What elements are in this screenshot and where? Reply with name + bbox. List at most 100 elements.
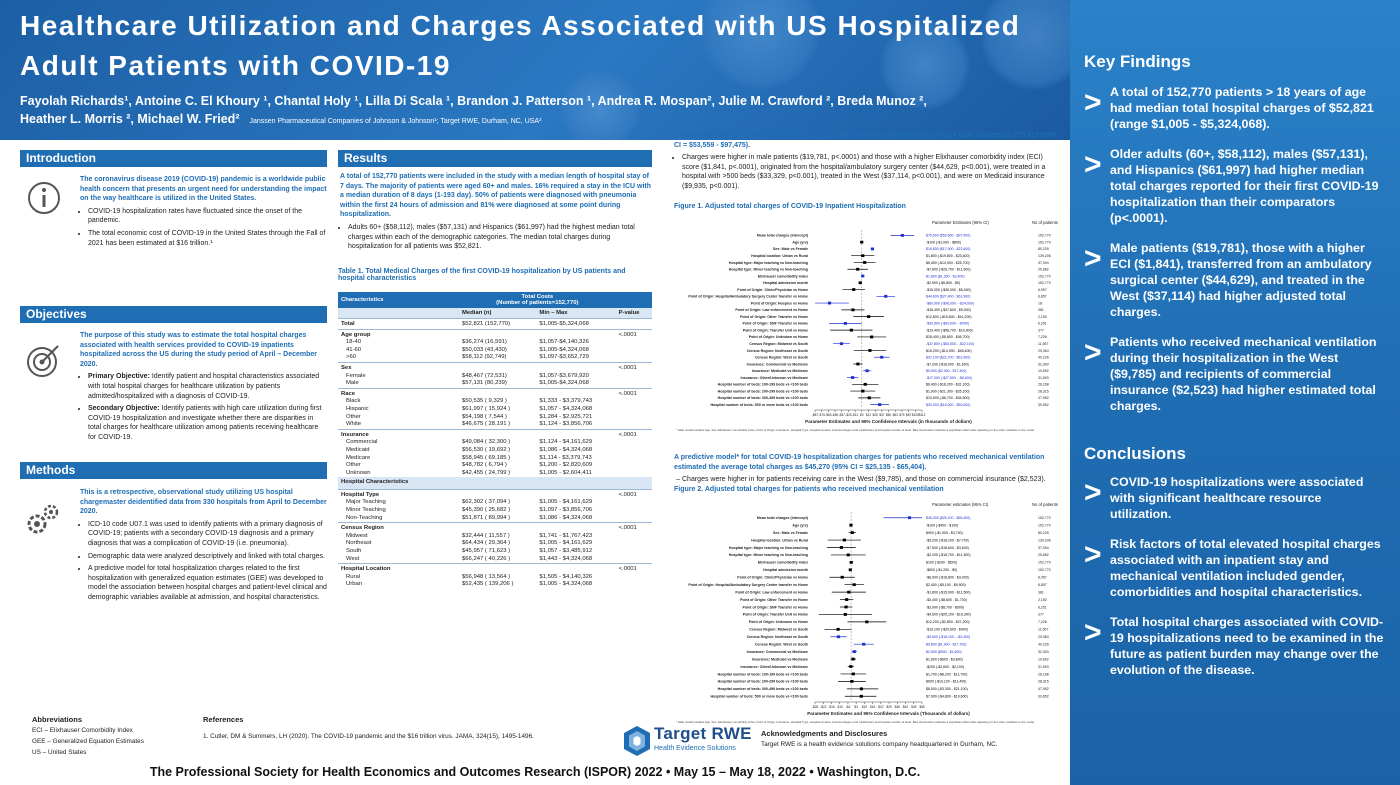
forest-n-label: 29,364: [1038, 349, 1049, 353]
objective-secondary-text: Identify patients with high care utiliza…: [88, 405, 322, 441]
forest-estimate-label: -$100 (-$400 - $100): [926, 523, 958, 527]
row-pvalue: [616, 556, 652, 564]
forest-point-marker: [861, 254, 865, 258]
forest-n-label: 7,226: [1038, 620, 1047, 624]
references-block: References 1. Cutler, DM & Summers, LH (…: [203, 714, 623, 742]
x-tick-label: $49: [911, 705, 917, 709]
subheader-blank: [338, 308, 459, 319]
forest-row-label: Mean total charges (Intercept): [757, 234, 809, 238]
forest-point-marker: [843, 613, 847, 616]
row-pvalue: [616, 380, 652, 388]
forest-n-label: 19,692: [1038, 369, 1049, 373]
forest-point-marker: [900, 233, 904, 237]
row-label: Midwest: [346, 532, 368, 539]
x-tick-label: -$28: [812, 705, 819, 709]
group-pvalue: <.0001: [615, 328, 652, 340]
forest-point-marker: [859, 694, 863, 698]
table-group-header: Hospital Type <.0001: [338, 488, 652, 500]
table-group-header: Age group <.0001: [338, 328, 652, 340]
x-tick-label: -$50: [832, 413, 839, 417]
forest-estimate-label: -$30,500 (-$60,600 - -$400): [926, 322, 969, 326]
chevron-right-icon: >: [1084, 148, 1102, 181]
forest-point-marker: [867, 315, 871, 319]
row-median: $48,782 ( 6,794 ): [462, 462, 507, 469]
objective-secondary: Secondary Objective: Identify patients w…: [88, 404, 327, 442]
forest-row-label: Census Region: Midwest vs South: [749, 342, 808, 346]
key-finding-text: Patients who received mechanical ventila…: [1110, 335, 1377, 413]
row-range: $1,333 - $3,379,743: [539, 398, 593, 405]
row-label: Unknown: [346, 469, 371, 476]
forest-n-label: 29,364: [1038, 635, 1049, 639]
forest-n-label: 6,857: [1038, 583, 1047, 587]
row-pvalue: [616, 515, 652, 523]
references-heading: References: [203, 715, 244, 724]
chevron-right-icon: >: [1084, 616, 1102, 649]
poster-title: Healthcare Utilization and Charges Assoc…: [20, 10, 1021, 81]
authors-line-2: Heather L. Morris ², Michael W. Fried² Ja…: [20, 110, 1060, 131]
conclusions-heading: Conclusions: [1084, 444, 1187, 463]
row-label: Black: [346, 398, 361, 405]
group-blank: [459, 328, 537, 340]
forest-estimate-label: -$37,800 (-$53,500 - -$22,100): [926, 342, 974, 346]
forest-n-label: 32,300: [1038, 650, 1049, 654]
row-pvalue: [616, 339, 652, 347]
row-range: $1,005 - $2,604,411: [539, 469, 592, 476]
introduction-bullet: The total economic cost of COVID-19 in t…: [88, 229, 327, 248]
forest-point-marker: [852, 583, 856, 587]
forest-n-label: 25,682: [1038, 553, 1049, 557]
col-header-total-costs: Total Costs (Number of patients=152,770): [459, 292, 616, 308]
key-finding-text: A total of 152,770 patients > 18 years o…: [1110, 85, 1374, 131]
forest-n-label: 31,593: [1038, 665, 1049, 669]
fig2-intro: A predictive model* for total COVID-19 h…: [674, 453, 1058, 488]
forest-row-label: Age (yrs): [792, 240, 808, 244]
methods-bullet: ICD-10 code U07.1 was used to identify p…: [88, 520, 327, 549]
forest-point-marker: [836, 627, 840, 631]
row-range: $1,005 - $4,161,629: [539, 499, 593, 506]
forest-row-label: Hospital admission month: [763, 568, 808, 572]
forest-point-marker: [856, 267, 860, 271]
forest-point-marker: [849, 560, 853, 564]
row-label: Female: [346, 372, 366, 379]
forest-estimate-label: $15,200 (-$14,900 - $45,400): [926, 349, 972, 353]
table-row: Urban $52,435 ( 139,206 ) $1,005 - $4,324,…: [338, 581, 652, 589]
forest-estimate-label: $2,500 ($500 - $4,600): [926, 650, 962, 654]
row-label: >60: [346, 354, 356, 361]
forest-point-marker: [845, 598, 849, 601]
forest-estimate-label: $1,600 (-$600 - $3,800): [926, 657, 963, 661]
forest-n-label: 377: [1038, 613, 1044, 617]
forest-n-label: 80,239: [1038, 247, 1049, 251]
forest-n-label: 152,770: [1038, 516, 1051, 520]
acknowledgments-heading: Acknowledgments and Disclosures: [761, 729, 888, 738]
row-label: West: [346, 555, 360, 562]
row-label: Commercial: [346, 439, 378, 446]
row-pvalue: [616, 398, 652, 406]
forest-row-label: Hospital type: Minor teaching vs Non-tea…: [729, 553, 808, 557]
table-row: Medicare $58,945 ( 69,185 ) $1,114 - $3,37…: [338, 455, 652, 463]
x-tick-label: $87: [906, 413, 912, 417]
authors-line-2-text: Heather L. Morris ², Michael W. Fried²: [20, 112, 240, 126]
row-label: Minor Teaching: [346, 507, 386, 514]
col-header-blank: [615, 292, 652, 308]
results-heading: Results: [338, 150, 652, 167]
forest-n-label: 152,770: [1038, 523, 1051, 527]
forest-point-marker: [836, 635, 841, 639]
x-tick-label: -$37: [839, 413, 846, 417]
forest-n-label: 2,150: [1038, 598, 1047, 602]
forest-estimate-label: -$1,800 (-$15,000 - $11,500): [926, 590, 971, 594]
forest-point-marker: [852, 288, 856, 291]
objectives-body: The purpose of this study was to estimat…: [80, 331, 327, 446]
forest-point-marker: [847, 590, 851, 594]
row-median: $32,444 ( 11,557 ): [462, 532, 510, 539]
x-tick-label: $42: [903, 705, 909, 709]
group-label: Hospital Type: [338, 488, 459, 500]
row-label: Urban: [346, 581, 363, 588]
forest-estimate-label: -$2,200 (-$15,700 - $11,300): [926, 553, 971, 557]
row-median: $64,434 ( 29,364 ): [462, 540, 511, 547]
forest-row-label: Point of Origin: Other Transfer vs Home: [740, 598, 808, 602]
forest-row-label: Hospital type: Major teaching vs Non-tea…: [729, 261, 808, 265]
table-row: Hispanic $61,997 ( 15,924 ) $1,057 - $4,32…: [338, 406, 652, 414]
objective-secondary-label: Secondary Objective:: [88, 405, 160, 413]
forest-row-label: Insurance: Commercial vs Medicare: [747, 362, 808, 366]
forest-point-marker: [861, 274, 865, 278]
forest-point-marker: [868, 349, 872, 352]
